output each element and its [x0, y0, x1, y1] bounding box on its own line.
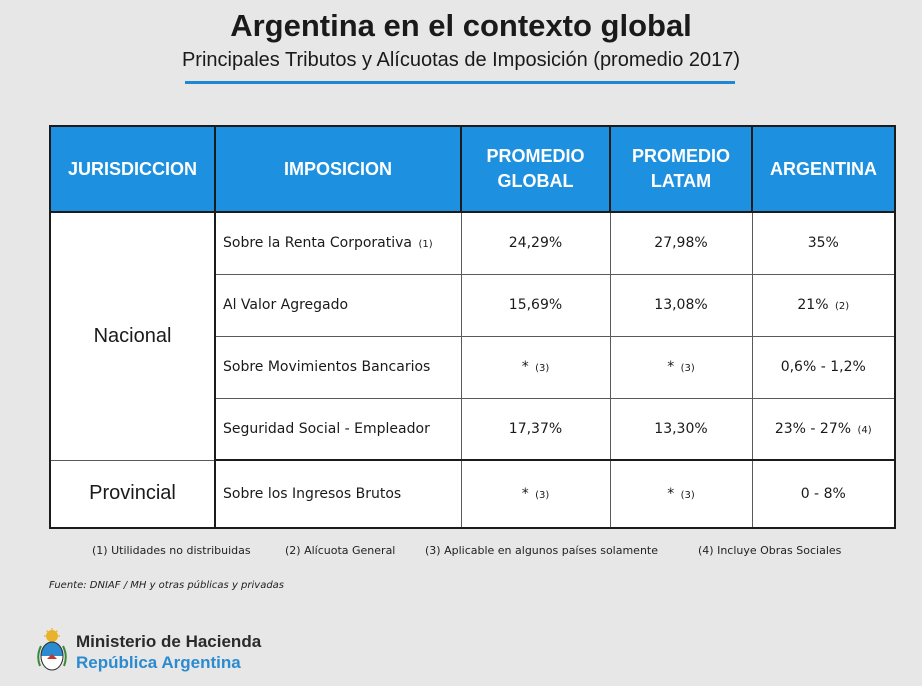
table-row: Seguridad Social - Empleador 17,37% 13,3… — [50, 397, 896, 461]
header-promedio-latam: PROMEDIO LATAM — [609, 125, 753, 213]
coat-of-arms-icon — [37, 628, 67, 671]
header-argentina: ARGENTINA — [751, 125, 896, 213]
global-value: * — [521, 486, 529, 502]
cell-imposicion: Seguridad Social - Empleador — [214, 397, 462, 461]
page-title: Argentina en el contexto global — [230, 8, 692, 43]
tax-table: JURISDICCION IMPOSICION PROMEDIO GLOBAL … — [49, 125, 896, 529]
footnote-ref: (3) — [680, 490, 695, 501]
cell-latam: 13,30% — [609, 397, 753, 461]
latam-value: 27,98% — [654, 235, 708, 252]
cell-argentina: 23% - 27% (4) — [751, 397, 896, 461]
argentina-value: 23% - 27% — [774, 420, 852, 437]
footnote-ref: (2) — [834, 301, 850, 312]
footnote-ref: (3) — [535, 363, 550, 374]
imposicion-label: Sobre la Renta Corporativa — [223, 235, 412, 252]
global-value: 15,69% — [508, 297, 563, 313]
header-global-line1: PROMEDIO — [486, 146, 585, 166]
latam-value: 13,08% — [654, 297, 708, 313]
imposicion-label: Al Valor Agregado — [223, 297, 349, 313]
footnote-ref: (1) — [418, 239, 433, 251]
cell-global: * (3) — [460, 335, 611, 399]
footnote-3: (3) Aplicable en algunos países solament… — [425, 544, 659, 557]
header-promedio-global: PROMEDIO GLOBAL — [460, 125, 611, 213]
ministry-logo: Ministerio de Hacienda República Argenti… — [36, 628, 296, 676]
header-latam-line1: PROMEDIO — [631, 146, 730, 166]
imposicion-label: Sobre los Ingresos Brutos — [223, 486, 402, 502]
header-global-line2: GLOBAL — [497, 171, 574, 191]
table-row: Sobre Movimientos Bancarios * (3) * (3) … — [50, 335, 896, 399]
page-subtitle: Principales Tributos y Alícuotas de Impo… — [181, 49, 741, 71]
cell-imposicion: Sobre Movimientos Bancarios — [214, 335, 462, 399]
footnote-2: (2) Alícuota General — [285, 544, 396, 557]
footnote-4: (4) Incluye Obras Sociales — [698, 544, 842, 557]
cell-argentina: 21% (2) — [751, 273, 896, 337]
latam-value: * — [667, 486, 675, 502]
header-jurisdiccion: JURISDICCION — [49, 125, 216, 213]
imposicion-label: Sobre Movimientos Bancarios — [223, 359, 431, 375]
cell-latam: * (3) — [609, 459, 753, 529]
title-underline — [185, 81, 735, 84]
source-note: Fuente: DNIAF / MH y otras públicas y pr… — [49, 580, 285, 591]
cell-argentina: 0 - 8% — [751, 459, 896, 529]
latam-value: * — [667, 359, 675, 375]
header-latam-line2: LATAM — [650, 171, 712, 191]
footnotes: (1) Utilidades no distribuidas (2) Alícu… — [92, 544, 872, 560]
cell-imposicion: Al Valor Agregado — [214, 273, 462, 337]
latam-value: 13,30% — [654, 420, 708, 437]
argentina-value: 0,6% - 1,2% — [780, 359, 866, 375]
cell-argentina: 0,6% - 1,2% — [751, 335, 896, 399]
cell-global: 24,29% — [460, 211, 611, 275]
group-nacional: Nacional — [49, 211, 216, 461]
footnote-ref: (3) — [680, 363, 695, 374]
footnote-1: (1) Utilidades no distribuidas — [92, 544, 251, 557]
cell-imposicion: Sobre la Renta Corporativa (1) — [214, 211, 462, 275]
ministry-name: Ministerio de Hacienda — [76, 632, 262, 651]
imposicion-label: Seguridad Social - Empleador — [223, 420, 430, 437]
global-value: 17,37% — [508, 420, 563, 437]
global-value: * — [521, 359, 529, 375]
table-row: Nacional Sobre la Renta Corporativa (1) … — [49, 211, 896, 461]
table-row: Provincial Sobre los Ingresos Brutos * (… — [49, 459, 896, 529]
header-imposicion: IMPOSICION — [214, 125, 462, 213]
cell-global: * (3) — [460, 459, 611, 529]
table-row: Al Valor Agregado 15,69% 13,08% 21% (2) — [50, 273, 896, 337]
cell-latam: 27,98% — [609, 211, 753, 275]
global-value: 24,29% — [508, 235, 563, 252]
cell-argentina: 35% — [751, 211, 896, 275]
cell-latam: 13,08% — [609, 273, 753, 337]
cell-imposicion: Sobre los Ingresos Brutos — [214, 459, 462, 529]
country-name: República Argentina — [76, 653, 241, 672]
cell-latam: * (3) — [609, 335, 753, 399]
footnote-ref: (3) — [535, 490, 550, 501]
table-header-row: JURISDICCION IMPOSICION PROMEDIO GLOBAL … — [49, 125, 896, 213]
cell-global: 15,69% — [460, 273, 611, 337]
group-provincial: Provincial — [49, 459, 216, 529]
argentina-value: 35% — [807, 235, 839, 252]
argentina-value: 21% — [797, 297, 829, 313]
argentina-value: 0 - 8% — [800, 486, 846, 502]
footnote-ref: (4) — [857, 424, 872, 436]
cell-global: 17,37% — [460, 397, 611, 461]
